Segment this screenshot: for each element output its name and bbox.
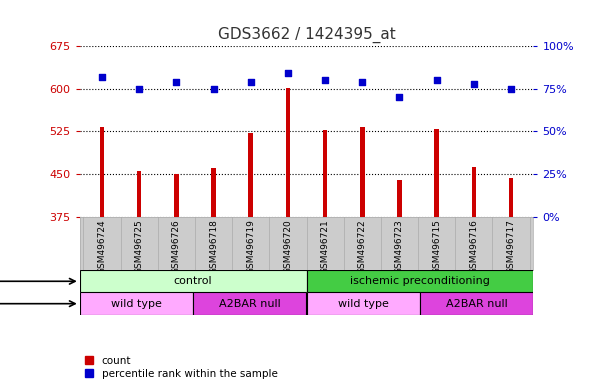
Text: GSM496724: GSM496724 — [97, 219, 107, 274]
Text: GSM496717: GSM496717 — [506, 219, 516, 274]
Bar — [286, 88, 290, 217]
Bar — [509, 178, 513, 217]
Point — [134, 86, 144, 92]
Point — [97, 74, 107, 80]
Point — [506, 86, 516, 92]
Point — [283, 70, 293, 76]
Bar — [174, 174, 178, 217]
Point — [208, 86, 218, 92]
Bar — [471, 167, 476, 217]
Text: A2BAR null: A2BAR null — [219, 299, 281, 309]
Text: GSM496726: GSM496726 — [172, 219, 181, 274]
Bar — [306, 293, 420, 315]
Point — [320, 77, 330, 83]
Text: GSM496720: GSM496720 — [283, 219, 292, 274]
Text: GSM496716: GSM496716 — [470, 219, 478, 274]
Point — [469, 81, 479, 87]
Bar — [306, 270, 533, 293]
Bar — [360, 127, 365, 217]
Legend: count, percentile rank within the sample: count, percentile rank within the sample — [85, 356, 278, 379]
Point — [172, 79, 181, 85]
Text: GSM496723: GSM496723 — [395, 219, 404, 274]
Text: control: control — [173, 276, 213, 286]
Point — [357, 79, 367, 85]
Text: wild type: wild type — [111, 299, 162, 309]
Bar — [80, 270, 306, 293]
Point — [395, 94, 405, 100]
Bar — [193, 293, 306, 315]
Text: A2BAR null: A2BAR null — [446, 299, 508, 309]
Bar — [80, 293, 193, 315]
Bar — [211, 169, 216, 217]
Point — [246, 79, 256, 85]
Bar — [248, 133, 253, 217]
Bar — [323, 130, 327, 217]
Text: wild type: wild type — [338, 299, 389, 309]
Bar — [435, 129, 439, 217]
Bar — [100, 127, 104, 217]
Point — [432, 77, 441, 83]
Text: ischemic preconditioning: ischemic preconditioning — [350, 276, 490, 286]
Text: GSM496721: GSM496721 — [321, 219, 330, 274]
Text: GSM496718: GSM496718 — [209, 219, 218, 274]
Text: GSM496719: GSM496719 — [246, 219, 255, 274]
Text: GSM496725: GSM496725 — [135, 219, 143, 274]
Bar — [420, 293, 533, 315]
Bar — [137, 171, 142, 217]
Text: GDS3662 / 1424395_at: GDS3662 / 1424395_at — [218, 27, 395, 43]
Text: GSM496722: GSM496722 — [358, 219, 367, 274]
Bar — [397, 180, 402, 217]
Text: GSM496715: GSM496715 — [432, 219, 441, 274]
